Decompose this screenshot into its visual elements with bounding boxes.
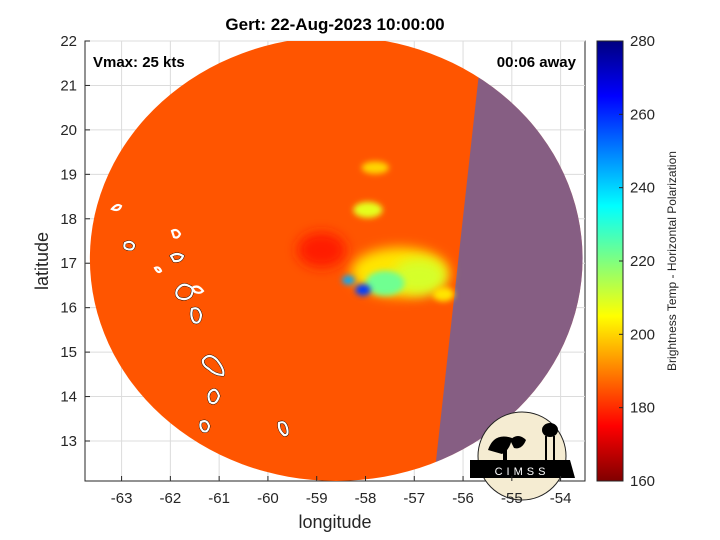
colorbar-tick-label: 180 [630, 400, 655, 417]
chart-title: Gert: 22-Aug-2023 10:00:00 [225, 15, 444, 34]
x-axis-label: longitude [298, 512, 371, 532]
y-tick-label: 17 [60, 255, 77, 272]
x-tick-label: -60 [257, 490, 279, 507]
brightness-temp-feature [365, 270, 405, 296]
logo-text: CIMSS [495, 466, 550, 478]
y-tick-label: 20 [60, 122, 77, 139]
colorbar-tick-label: 200 [630, 326, 655, 343]
satellite-dish-icon [488, 436, 526, 462]
colorbar [596, 40, 624, 482]
vmax-annotation: Vmax: 25 kts [93, 54, 185, 71]
colorbar-ticks: 160 180 200 220 240 260 280 [619, 33, 655, 490]
x-tick-label: -55 [501, 490, 523, 507]
y-tick-label: 22 [60, 33, 77, 50]
y-axis-ticks: 13 14 15 16 17 18 19 20 21 22 [60, 33, 90, 450]
y-axis-label: latitude [32, 232, 52, 290]
brightness-temp-feature [342, 275, 355, 285]
x-tick-label: -61 [208, 490, 230, 507]
island-coastlines [110, 203, 290, 479]
y-tick-label: 18 [60, 211, 77, 228]
x-tick-label: -57 [403, 490, 425, 507]
x-tick-label: -54 [550, 490, 572, 507]
x-tick-label: -63 [111, 490, 133, 507]
y-tick-label: 19 [60, 166, 77, 183]
colorbar-tick-label: 240 [630, 180, 655, 197]
brightness-temp-feature [353, 201, 383, 218]
brightness-temp-feature [392, 258, 446, 295]
water-tower-icon [542, 423, 558, 462]
microwave-swath [89, 41, 583, 481]
colorbar-tick-label: 160 [630, 473, 655, 490]
y-tick-label: 13 [60, 433, 77, 450]
swath-edge-strip [433, 41, 583, 481]
colorbar-tick-label: 280 [630, 33, 655, 50]
x-tick-label: -58 [355, 490, 377, 507]
brightness-temp-feature [297, 232, 346, 268]
cimss-logo: CIMSS [470, 411, 575, 501]
colorbar-tick-label: 260 [630, 106, 655, 123]
colorbar-label: Brightness Temp - Horizontal Polarizatio… [665, 151, 679, 371]
y-tick-label: 16 [60, 300, 77, 317]
y-tick-label: 15 [60, 344, 77, 361]
y-tick-label: 14 [60, 389, 77, 406]
x-axis-ticks: -63 -62 -61 -60 -59 -58 -57 -56 -55 -54 [111, 476, 572, 507]
colorbar-tick-label: 220 [630, 253, 655, 270]
brightness-temp-feature [432, 287, 455, 302]
x-tick-label: -59 [306, 490, 328, 507]
brightness-temp-feature [355, 284, 371, 296]
time-offset-annotation: 00:06 away [497, 54, 577, 71]
brightness-temp-feature [361, 161, 389, 174]
x-tick-label: -56 [452, 490, 474, 507]
x-tick-label: -62 [160, 490, 182, 507]
y-tick-label: 21 [60, 77, 77, 94]
